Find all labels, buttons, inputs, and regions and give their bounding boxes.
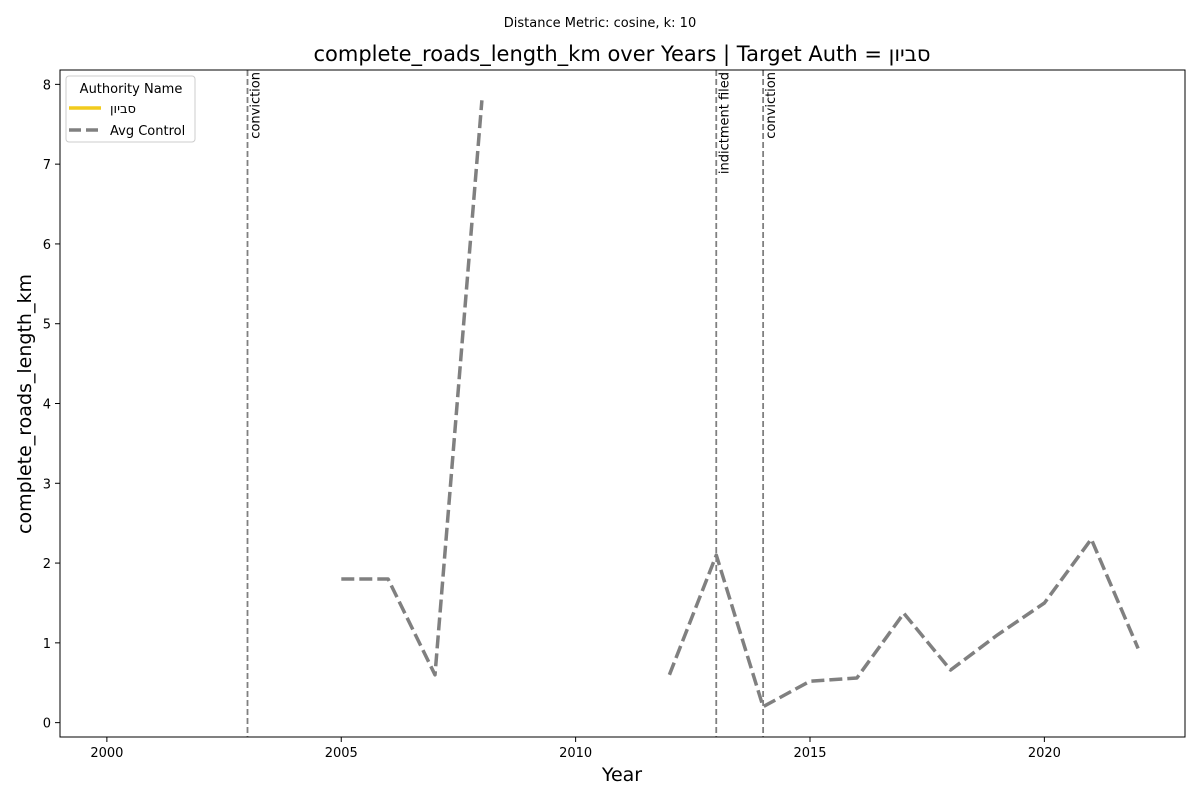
data-point [809,680,812,683]
x-tick-label: 2000 [90,746,123,761]
data-point [1090,538,1093,541]
x-tick-label: 2020 [1028,746,1061,761]
y-tick-label: 5 [43,318,51,333]
y-tick-label: 2 [43,557,51,572]
legend-title: Authority Name [80,82,183,97]
event-label: conviction [764,72,779,139]
chart-suptitle: Distance Metric: cosine, k: 10 [504,16,696,31]
data-point [902,612,905,615]
y-tick-label: 7 [43,158,51,173]
data-point [1137,647,1140,650]
series-line-avg-control [667,537,1140,709]
x-tick-label: 2005 [325,746,358,761]
plot-area: conviction indictment filed conviction [246,70,1140,737]
data-point [855,676,858,679]
data-point [340,578,343,581]
y-tick-label: 8 [43,78,51,93]
legend-box [65,75,196,143]
x-tick-label: 2015 [793,746,826,761]
series-line-avg-control [341,100,484,677]
event-label: indictment filed [717,72,732,174]
data-point [949,668,952,671]
legend-label-avg-control: Avg Control [110,124,185,139]
y-tick-label: 1 [43,637,51,652]
y-tick-label: 4 [43,398,51,413]
chart-title: complete_roads_length_km over Years | Ta… [313,42,930,67]
x-axis: 2000 2005 2010 2015 2020 [90,737,1061,761]
x-tick-label: 2010 [559,746,592,761]
event-label: conviction [249,72,264,139]
data-point [434,673,437,676]
plot-frame [59,69,1186,738]
y-axis-label: complete_roads_length_km [14,274,36,534]
y-tick-label: 3 [43,477,51,492]
y-axis: 0 1 2 3 4 5 6 7 8 [43,78,60,732]
data-point [668,673,671,676]
legend: Authority Name סביון Avg Control [65,75,196,143]
data-point [715,554,718,557]
data-point [762,705,765,708]
x-axis-label: Year [601,764,642,786]
data-point [1043,601,1046,604]
y-tick-label: 6 [43,238,51,253]
data-point [387,578,390,581]
data-point [480,99,483,102]
y-tick-label: 0 [43,717,51,732]
legend-label-target: סביון [110,102,136,117]
data-point [996,633,999,636]
